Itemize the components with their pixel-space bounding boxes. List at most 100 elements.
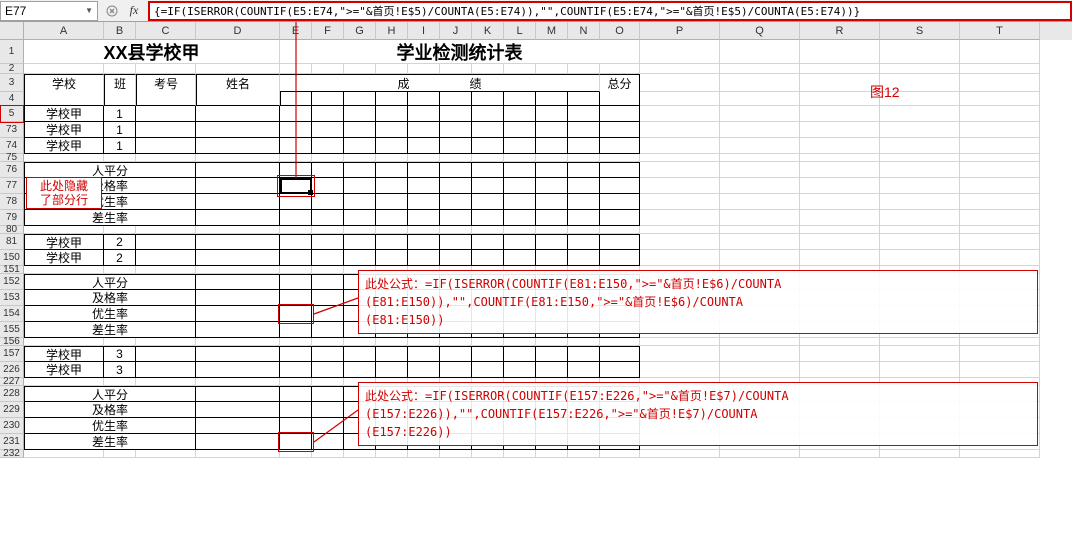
cell-F230[interactable] — [312, 418, 344, 434]
cell-S78[interactable] — [880, 194, 960, 210]
cell-N157[interactable] — [568, 346, 600, 362]
cell-L78[interactable] — [504, 194, 536, 210]
cell-I74[interactable] — [408, 138, 440, 154]
select-all-corner[interactable] — [0, 22, 24, 40]
cell-N79[interactable] — [568, 210, 600, 226]
cell-K78[interactable] — [472, 194, 504, 210]
cell-A151[interactable] — [24, 266, 104, 274]
row-header[interactable]: 75 — [0, 154, 24, 162]
cell-Q75[interactable] — [720, 154, 800, 162]
cell-B5[interactable]: 1 — [104, 106, 136, 122]
cell-L232[interactable] — [504, 450, 536, 458]
cell-Q156[interactable] — [720, 338, 800, 346]
cell-E79[interactable] — [280, 210, 312, 226]
cell-D77[interactable] — [196, 178, 280, 194]
cell-A79[interactable]: 差生率 — [24, 210, 196, 226]
col-header-F[interactable]: F — [312, 22, 344, 40]
cell-N5[interactable] — [568, 106, 600, 122]
cell-G73[interactable] — [344, 122, 376, 138]
row-header[interactable]: 232 — [0, 450, 24, 458]
cell-D76[interactable] — [196, 162, 280, 178]
cell-I80[interactable] — [408, 226, 440, 234]
cell-H5[interactable] — [376, 106, 408, 122]
cell-C5[interactable] — [136, 106, 196, 122]
cell-B75[interactable] — [104, 154, 136, 162]
cell-J5[interactable] — [440, 106, 472, 122]
cell-O5[interactable] — [600, 106, 640, 122]
cell-P79[interactable] — [640, 210, 720, 226]
cell-M79[interactable] — [536, 210, 568, 226]
cell-J80[interactable] — [440, 226, 472, 234]
col-header-O[interactable]: O — [600, 22, 640, 40]
cell-L157[interactable] — [504, 346, 536, 362]
cell-O2[interactable] — [600, 64, 640, 74]
cell-G75[interactable] — [344, 154, 376, 162]
cell-A232[interactable] — [24, 450, 104, 458]
row-header[interactable]: 157 — [0, 346, 24, 362]
cell-L77[interactable] — [504, 178, 536, 194]
cell-T80[interactable] — [960, 226, 1040, 234]
cell-L226[interactable] — [504, 362, 536, 378]
cell-A73[interactable]: 学校甲 — [24, 122, 104, 138]
cell-D4[interactable] — [196, 92, 280, 106]
cell-D151[interactable] — [196, 266, 280, 274]
cell-J232[interactable] — [440, 450, 472, 458]
cell-E156[interactable] — [280, 338, 312, 346]
col-header-N[interactable]: N — [568, 22, 600, 40]
row-header[interactable]: 78 — [0, 194, 24, 210]
cell-K156[interactable] — [472, 338, 504, 346]
cell-R77[interactable] — [800, 178, 880, 194]
cell-D78[interactable] — [196, 194, 280, 210]
cell-A4[interactable] — [24, 92, 104, 106]
cell-F81[interactable] — [312, 234, 344, 250]
cell-S226[interactable] — [880, 362, 960, 378]
cancel-icon[interactable] — [104, 3, 120, 19]
cell-S77[interactable] — [880, 178, 960, 194]
cell-B156[interactable] — [104, 338, 136, 346]
cell-S2[interactable] — [880, 64, 960, 74]
row-header[interactable]: 152 — [0, 274, 24, 290]
cell-D75[interactable] — [196, 154, 280, 162]
cell-Q2[interactable] — [720, 64, 800, 74]
cell-T5[interactable] — [960, 106, 1040, 122]
row-header[interactable]: 228 — [0, 386, 24, 402]
cell-P74[interactable] — [640, 138, 720, 154]
cell-F227[interactable] — [312, 378, 344, 386]
cell-D5[interactable] — [196, 106, 280, 122]
cell-Q77[interactable] — [720, 178, 800, 194]
cell-G77[interactable] — [344, 178, 376, 194]
cell-H79[interactable] — [376, 210, 408, 226]
cell-A77[interactable]: 及格率 — [24, 178, 196, 194]
cell-N75[interactable] — [568, 154, 600, 162]
row-header[interactable]: 154 — [0, 306, 24, 322]
cell-H232[interactable] — [376, 450, 408, 458]
cell-S150[interactable] — [880, 250, 960, 266]
cell-P157[interactable] — [640, 346, 720, 362]
cell-B232[interactable] — [104, 450, 136, 458]
cell-F74[interactable] — [312, 138, 344, 154]
cell-D232[interactable] — [196, 450, 280, 458]
cell-B73[interactable]: 1 — [104, 122, 136, 138]
col-header-I[interactable]: I — [408, 22, 440, 40]
cell-M4[interactable] — [536, 92, 568, 106]
cell-H4[interactable] — [376, 92, 408, 106]
cell-Q76[interactable] — [720, 162, 800, 178]
cell-L5[interactable] — [504, 106, 536, 122]
cell-I76[interactable] — [408, 162, 440, 178]
cell-B151[interactable] — [104, 266, 136, 274]
cell-F156[interactable] — [312, 338, 344, 346]
cell-S232[interactable] — [880, 450, 960, 458]
row-header[interactable]: 81 — [0, 234, 24, 250]
cell-O3[interactable]: 总分 — [600, 74, 640, 92]
cell-G157[interactable] — [344, 346, 376, 362]
cell-A153[interactable]: 及格率 — [24, 290, 196, 306]
cell-D2[interactable] — [196, 64, 280, 74]
cell-I79[interactable] — [408, 210, 440, 226]
row-header[interactable]: 229 — [0, 402, 24, 418]
cell-I2[interactable] — [408, 64, 440, 74]
cell-S80[interactable] — [880, 226, 960, 234]
cell-G74[interactable] — [344, 138, 376, 154]
col-header-T[interactable]: T — [960, 22, 1040, 40]
cell-T1[interactable] — [960, 40, 1040, 64]
cell-I73[interactable] — [408, 122, 440, 138]
